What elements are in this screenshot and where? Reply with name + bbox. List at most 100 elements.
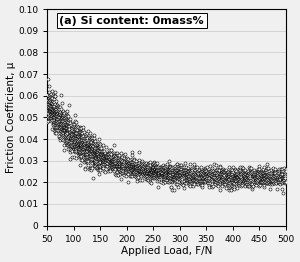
Point bbox=[70, 124, 75, 128]
Point bbox=[160, 172, 165, 177]
Point bbox=[71, 131, 76, 135]
Point bbox=[82, 146, 86, 150]
Point bbox=[48, 111, 53, 115]
Point bbox=[223, 182, 228, 186]
Point bbox=[164, 167, 169, 172]
Point bbox=[186, 171, 191, 176]
Point bbox=[75, 141, 80, 146]
Point bbox=[128, 162, 133, 166]
Point bbox=[177, 173, 182, 177]
Point bbox=[279, 168, 284, 172]
Point bbox=[155, 175, 160, 179]
Point bbox=[209, 174, 214, 179]
Point bbox=[51, 105, 56, 109]
Point bbox=[66, 135, 71, 139]
Point bbox=[141, 166, 146, 170]
Point bbox=[80, 151, 85, 155]
Point bbox=[283, 171, 287, 176]
Point bbox=[187, 173, 192, 178]
Point bbox=[283, 174, 288, 178]
Point bbox=[87, 146, 92, 150]
Point bbox=[49, 116, 54, 121]
Point bbox=[111, 167, 116, 171]
Point bbox=[214, 163, 219, 167]
Point bbox=[119, 165, 124, 170]
Point bbox=[251, 173, 256, 178]
Point bbox=[108, 157, 113, 161]
Point bbox=[103, 156, 107, 160]
Point bbox=[95, 152, 100, 157]
Point bbox=[171, 174, 176, 178]
Point bbox=[88, 148, 93, 152]
Point bbox=[215, 171, 220, 175]
Point bbox=[78, 144, 83, 148]
Point bbox=[259, 170, 264, 174]
Point bbox=[116, 161, 121, 165]
Point bbox=[167, 170, 172, 174]
Point bbox=[153, 167, 158, 172]
Point bbox=[57, 115, 62, 119]
Point bbox=[184, 177, 188, 182]
Point bbox=[107, 159, 112, 163]
Point bbox=[68, 133, 73, 137]
Point bbox=[109, 159, 113, 163]
Point bbox=[76, 149, 81, 154]
Point bbox=[265, 161, 269, 166]
Point bbox=[253, 175, 257, 179]
Point bbox=[83, 158, 88, 162]
Point bbox=[103, 164, 108, 168]
Point bbox=[172, 175, 177, 179]
Point bbox=[123, 169, 128, 173]
Point bbox=[206, 172, 211, 176]
Point bbox=[82, 160, 86, 164]
Point bbox=[215, 171, 220, 175]
Point bbox=[111, 162, 116, 166]
Point bbox=[156, 168, 161, 173]
Point bbox=[93, 146, 98, 150]
Point bbox=[126, 172, 130, 176]
Point bbox=[153, 169, 158, 173]
Point bbox=[231, 178, 236, 182]
Point bbox=[66, 146, 70, 151]
Point bbox=[72, 140, 77, 145]
Point bbox=[100, 157, 105, 161]
Point bbox=[185, 177, 190, 181]
Point bbox=[137, 171, 142, 175]
Point bbox=[106, 155, 111, 160]
Point bbox=[118, 161, 123, 166]
Point bbox=[275, 187, 280, 192]
Point bbox=[146, 173, 151, 178]
Point bbox=[137, 165, 142, 169]
Point bbox=[205, 171, 209, 175]
Point bbox=[169, 173, 174, 178]
Point bbox=[272, 171, 277, 176]
Point bbox=[157, 173, 161, 177]
Point bbox=[161, 168, 166, 172]
Point bbox=[225, 177, 230, 181]
Point bbox=[90, 145, 95, 149]
Point bbox=[96, 156, 101, 160]
Point bbox=[152, 170, 157, 174]
Point bbox=[225, 176, 230, 180]
Point bbox=[145, 167, 149, 172]
Point bbox=[81, 147, 86, 151]
Point bbox=[241, 178, 246, 182]
Point bbox=[56, 105, 60, 110]
Point bbox=[185, 165, 190, 170]
Point bbox=[244, 172, 248, 176]
Point bbox=[54, 125, 59, 129]
Point bbox=[50, 110, 55, 114]
Point bbox=[133, 162, 138, 166]
Point bbox=[139, 163, 144, 167]
Point bbox=[92, 139, 97, 144]
Y-axis label: Friction Coefficient, μ: Friction Coefficient, μ bbox=[6, 62, 16, 173]
Point bbox=[101, 154, 106, 158]
Point bbox=[149, 175, 154, 179]
Point bbox=[199, 170, 204, 174]
Point bbox=[97, 156, 102, 161]
Point bbox=[182, 176, 186, 180]
Point bbox=[54, 129, 58, 134]
Point bbox=[111, 169, 116, 173]
Point bbox=[222, 173, 227, 177]
Point bbox=[244, 171, 248, 175]
